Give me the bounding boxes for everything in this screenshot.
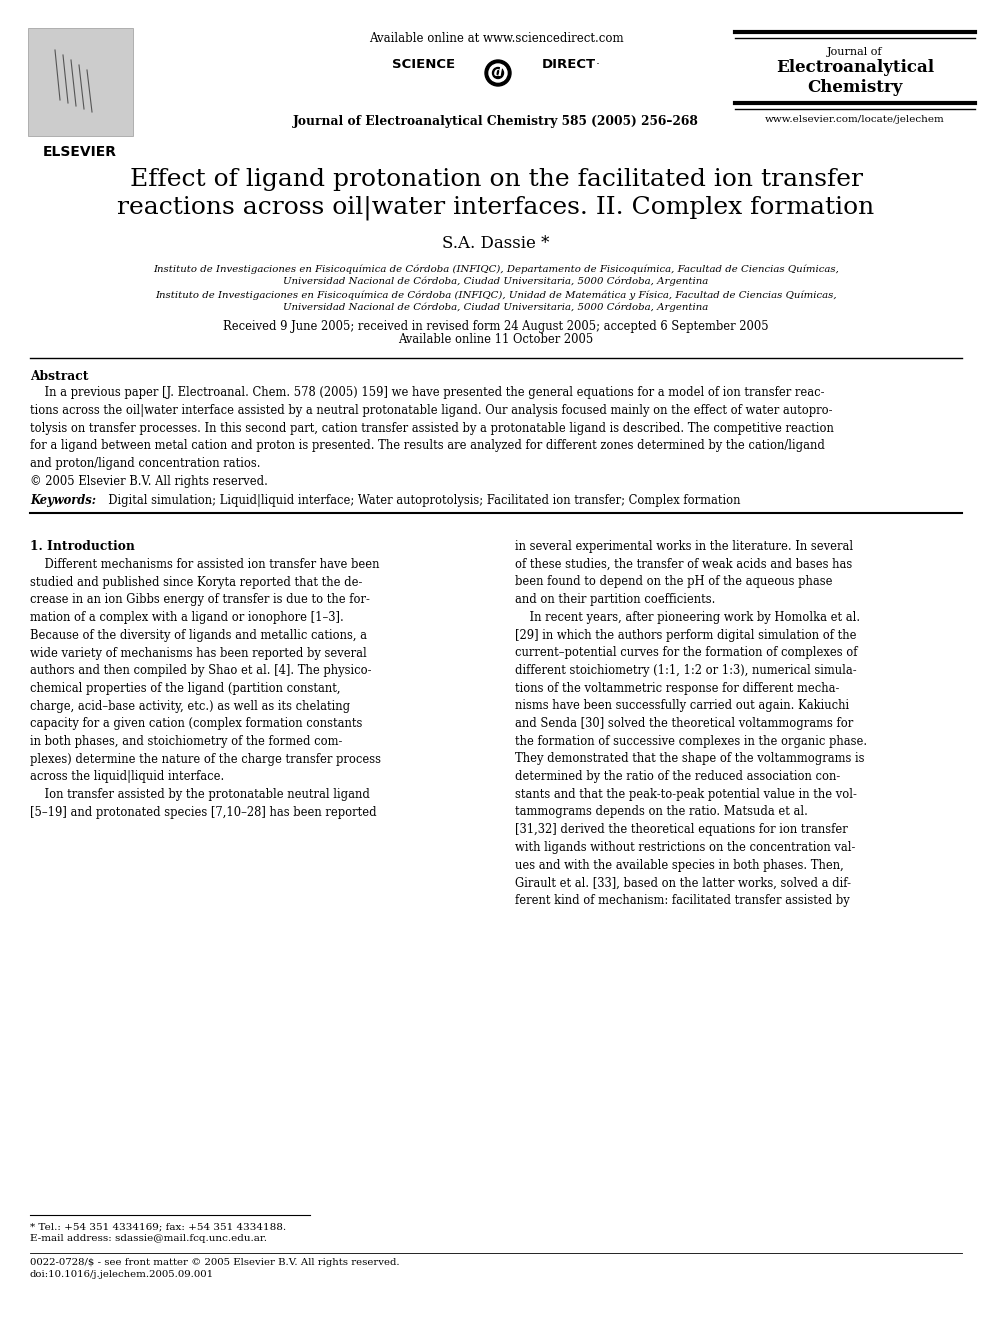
Text: ·: · [596, 58, 600, 71]
Text: Instituto de Investigaciones en Fisicoquímica de Córdoba (INFIQC), Departamento : Instituto de Investigaciones en Fisicoqu… [153, 265, 839, 274]
Text: Digital simulation; Liquid|liquid interface; Water autoprotolysis; Facilitated i: Digital simulation; Liquid|liquid interf… [101, 493, 740, 507]
Circle shape [492, 67, 504, 78]
Text: Chemistry: Chemistry [807, 79, 903, 97]
Text: In a previous paper [J. Electroanal. Chem. 578 (2005) 159] we have presented the: In a previous paper [J. Electroanal. Che… [30, 386, 834, 488]
Text: d: d [494, 66, 502, 79]
Text: Instituto de Investigaciones en Fisicoquímica de Córdoba (INFIQC), Unidad de Mat: Instituto de Investigaciones en Fisicoqu… [155, 290, 837, 299]
Text: in several experimental works in the literature. In several
of these studies, th: in several experimental works in the lit… [515, 540, 867, 908]
Text: doi:10.1016/j.jelechem.2005.09.001: doi:10.1016/j.jelechem.2005.09.001 [30, 1270, 214, 1279]
Text: Electroanalytical: Electroanalytical [776, 60, 934, 75]
Text: Received 9 June 2005; received in revised form 24 August 2005; accepted 6 Septem: Received 9 June 2005; received in revise… [223, 320, 769, 333]
Text: Universidad Nacional de Córdoba, Ciudad Universitaria, 5000 Córdoba, Argentina: Universidad Nacional de Córdoba, Ciudad … [284, 302, 708, 311]
Text: 1. Introduction: 1. Introduction [30, 540, 135, 553]
Text: reactions across oil|water interfaces. II. Complex formation: reactions across oil|water interfaces. I… [117, 194, 875, 220]
Circle shape [485, 60, 511, 86]
Text: Available online 11 October 2005: Available online 11 October 2005 [399, 333, 593, 347]
Text: * Tel.: +54 351 4334169; fax: +54 351 4334188.: * Tel.: +54 351 4334169; fax: +54 351 43… [30, 1222, 286, 1230]
Text: Journal of Electroanalytical Chemistry 585 (2005) 256–268: Journal of Electroanalytical Chemistry 5… [293, 115, 699, 128]
Text: Universidad Nacional de Córdoba, Ciudad Universitaria, 5000 Córdoba, Argentina: Universidad Nacional de Córdoba, Ciudad … [284, 277, 708, 286]
Text: ELSEVIER: ELSEVIER [43, 146, 117, 159]
Text: E-mail address: sdassie@mail.fcq.unc.edu.ar.: E-mail address: sdassie@mail.fcq.unc.edu… [30, 1234, 267, 1244]
Text: 0022-0728/$ - see front matter © 2005 Elsevier B.V. All rights reserved.: 0022-0728/$ - see front matter © 2005 El… [30, 1258, 400, 1267]
Text: Different mechanisms for assisted ion transfer have been
studied and published s: Different mechanisms for assisted ion tr… [30, 558, 381, 819]
Text: Keywords:: Keywords: [30, 493, 96, 507]
Text: SCIENCE: SCIENCE [392, 58, 455, 71]
Circle shape [489, 64, 507, 82]
Text: www.elsevier.com/locate/jelechem: www.elsevier.com/locate/jelechem [765, 115, 944, 124]
Text: Journal of: Journal of [827, 48, 883, 57]
Text: S.A. Dassie *: S.A. Dassie * [442, 235, 550, 251]
Text: DIRECT: DIRECT [542, 58, 596, 71]
Text: Effect of ligand protonation on the facilitated ion transfer: Effect of ligand protonation on the faci… [130, 168, 862, 191]
Bar [28, 28, 133, 136]
Text: Available online at www.sciencedirect.com: Available online at www.sciencedirect.co… [369, 32, 623, 45]
Text: Abstract: Abstract [30, 370, 88, 382]
